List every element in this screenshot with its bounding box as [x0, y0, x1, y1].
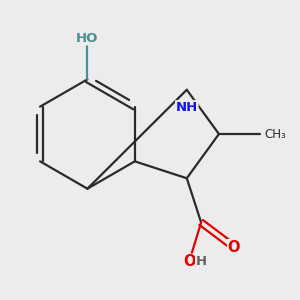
Text: H: H — [196, 255, 207, 268]
Text: O: O — [228, 240, 240, 255]
Text: CH₃: CH₃ — [264, 128, 286, 140]
Text: O: O — [183, 254, 195, 269]
Text: NH: NH — [176, 101, 198, 114]
Text: HO: HO — [76, 32, 99, 45]
